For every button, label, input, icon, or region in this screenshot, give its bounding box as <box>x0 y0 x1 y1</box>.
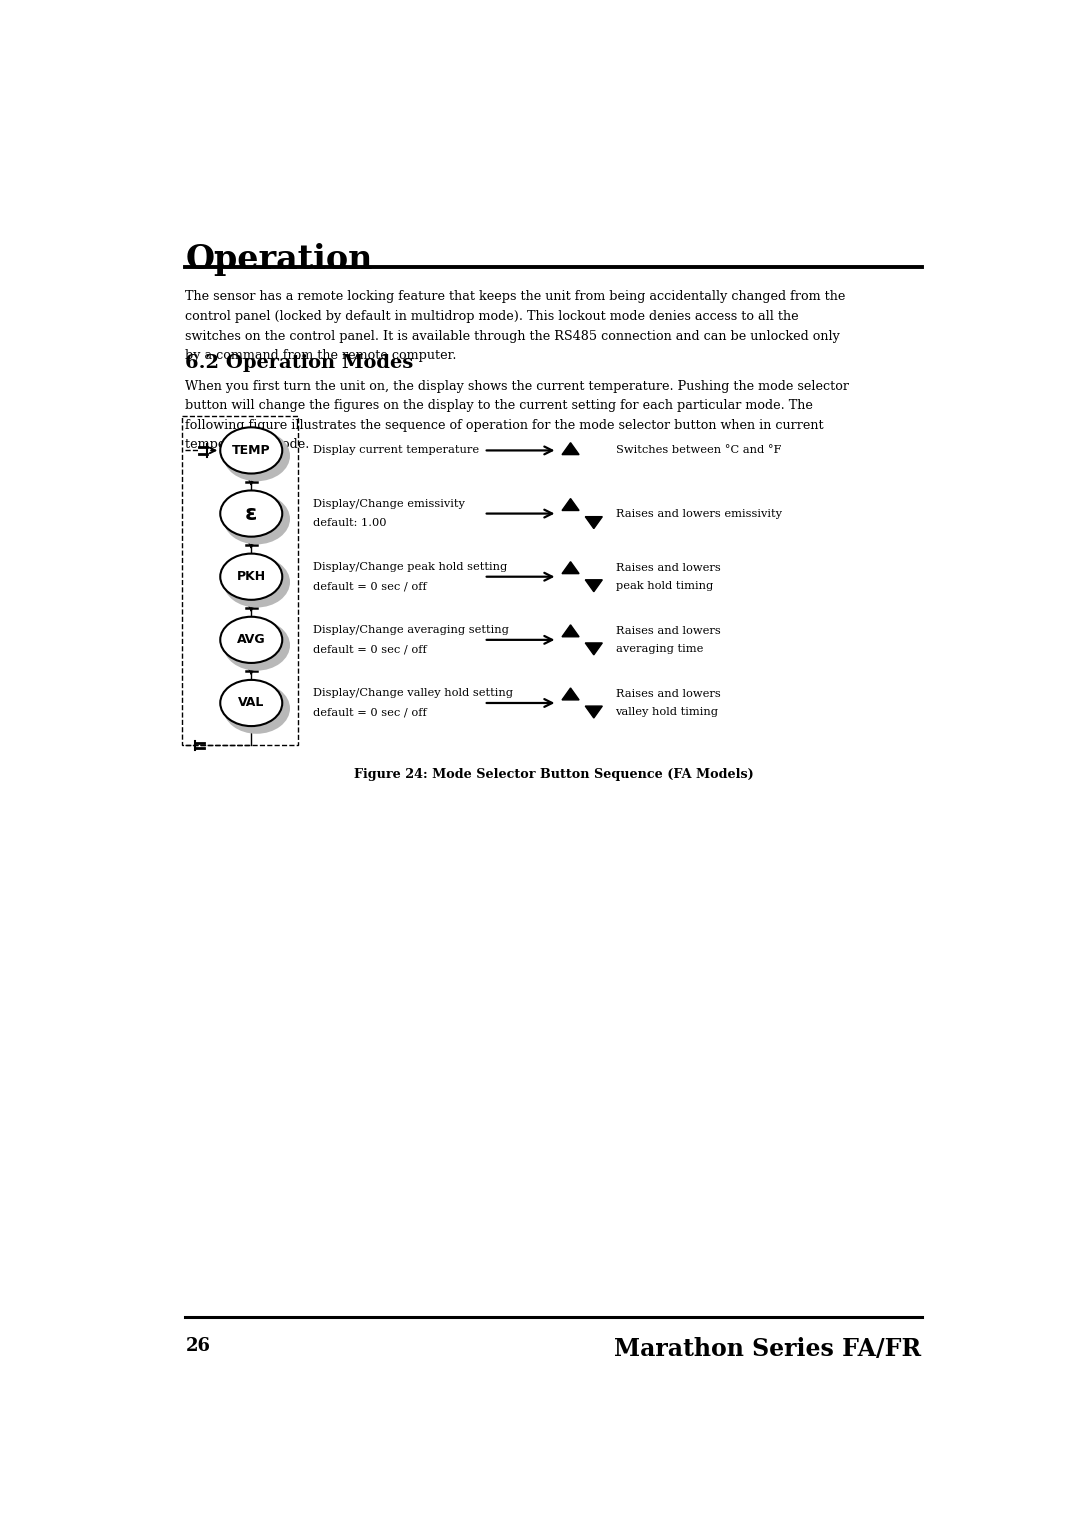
Text: averaging time: averaging time <box>616 644 703 654</box>
Text: The sensor has a remote locking feature that keeps the unit from being accidenta: The sensor has a remote locking feature … <box>186 290 846 304</box>
Ellipse shape <box>220 617 282 663</box>
Polygon shape <box>585 705 603 718</box>
Polygon shape <box>562 625 579 637</box>
Text: default = 0 sec / off: default = 0 sec / off <box>313 582 427 591</box>
Polygon shape <box>585 580 603 592</box>
Text: VAL: VAL <box>238 696 265 710</box>
Ellipse shape <box>220 680 282 727</box>
Text: switches on the control panel. It is available through the RS485 connection and : switches on the control panel. It is ava… <box>186 330 840 342</box>
Text: AVG: AVG <box>237 634 266 646</box>
Text: Display/Change valley hold setting: Display/Change valley hold setting <box>313 689 513 698</box>
Polygon shape <box>562 498 579 510</box>
Text: Display/Change emissivity: Display/Change emissivity <box>313 499 465 508</box>
Text: Display/Change peak hold setting: Display/Change peak hold setting <box>313 562 508 573</box>
Polygon shape <box>562 443 579 455</box>
Text: following figure illustrates the sequence of operation for the mode selector but: following figure illustrates the sequenc… <box>186 418 824 432</box>
Text: Raises and lowers: Raises and lowers <box>616 689 720 699</box>
Text: button will change the figures on the display to the current setting for each pa: button will change the figures on the di… <box>186 399 813 412</box>
Text: 6.2 Operation Modes: 6.2 Operation Modes <box>186 354 414 373</box>
Ellipse shape <box>224 493 291 544</box>
Ellipse shape <box>224 620 291 670</box>
Text: TEMP: TEMP <box>232 444 271 457</box>
Text: Display/Change averaging setting: Display/Change averaging setting <box>313 625 509 635</box>
Text: When you first turn the unit on, the display shows the current temperature. Push: When you first turn the unit on, the dis… <box>186 380 849 392</box>
Text: peak hold timing: peak hold timing <box>616 580 713 591</box>
Ellipse shape <box>220 490 282 536</box>
Ellipse shape <box>220 428 282 473</box>
Text: valley hold timing: valley hold timing <box>616 707 718 716</box>
Text: by a command from the remote computer.: by a command from the remote computer. <box>186 350 457 362</box>
Text: default = 0 sec / off: default = 0 sec / off <box>313 644 427 655</box>
Text: control panel (locked by default in multidrop mode). This lockout mode denies ac: control panel (locked by default in mult… <box>186 310 799 322</box>
Polygon shape <box>562 562 579 574</box>
Text: ε: ε <box>245 504 257 524</box>
Ellipse shape <box>224 683 291 734</box>
Text: Marathon Series FA/FR: Marathon Series FA/FR <box>615 1338 921 1362</box>
Polygon shape <box>562 689 579 699</box>
Text: Raises and lowers emissivity: Raises and lowers emissivity <box>616 508 782 519</box>
Text: temperature mode.: temperature mode. <box>186 438 310 452</box>
Ellipse shape <box>224 431 291 481</box>
Polygon shape <box>585 643 603 655</box>
Text: default: 1.00: default: 1.00 <box>313 518 387 528</box>
Text: default = 0 sec / off: default = 0 sec / off <box>313 707 427 718</box>
Text: Raises and lowers: Raises and lowers <box>616 563 720 573</box>
Text: 26: 26 <box>186 1338 211 1356</box>
Ellipse shape <box>220 554 282 600</box>
Polygon shape <box>585 516 603 528</box>
Text: Display current temperature: Display current temperature <box>313 446 480 455</box>
Text: Operation: Operation <box>186 243 373 275</box>
Text: Raises and lowers: Raises and lowers <box>616 626 720 637</box>
Text: PKH: PKH <box>237 570 266 583</box>
Text: Switches between °C and °F: Switches between °C and °F <box>616 446 781 455</box>
Ellipse shape <box>224 557 291 608</box>
Text: Figure 24: Mode Selector Button Sequence (FA Models): Figure 24: Mode Selector Button Sequence… <box>353 768 754 782</box>
